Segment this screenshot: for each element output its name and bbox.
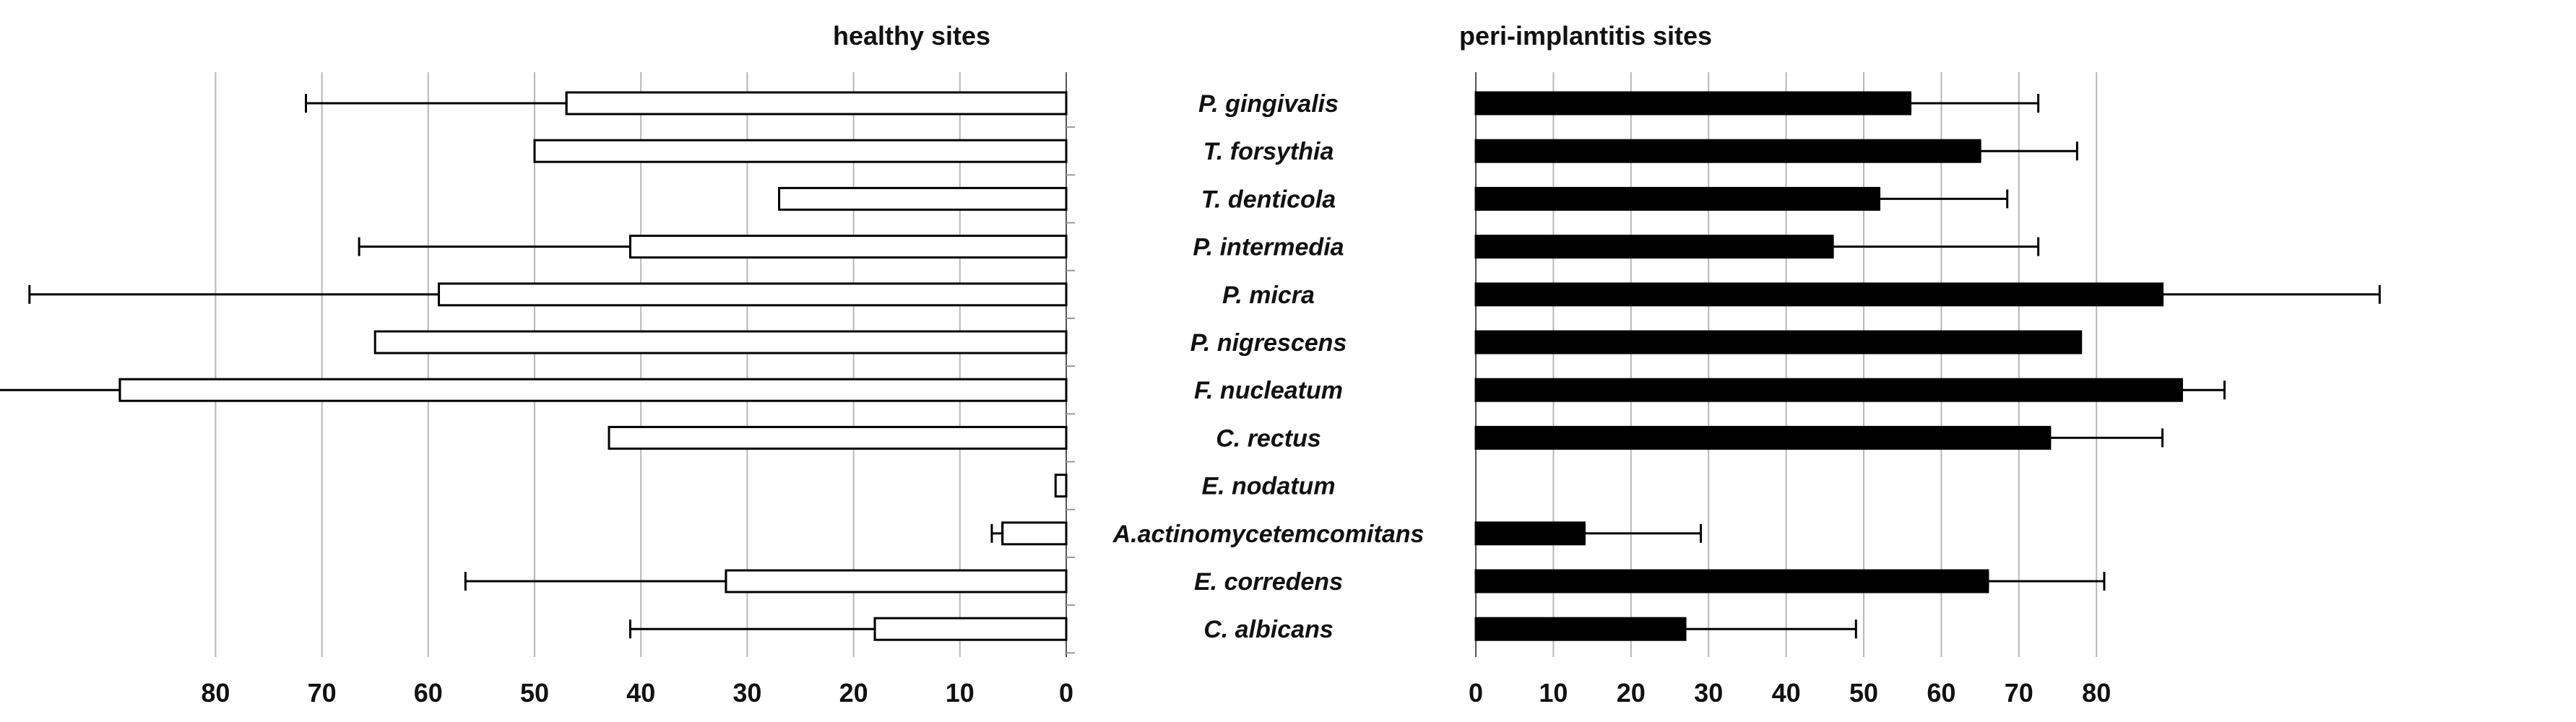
healthy-bar-t-denticola (778, 186, 1068, 211)
peri-bar-t-forsythia (1474, 139, 1981, 163)
healthy-tick-label-10: 10 (946, 678, 974, 708)
peri-implantitis-sites-title: peri-implantitis sites (1459, 21, 1712, 51)
category-label-t-denticola: T. denticola (1201, 186, 1336, 213)
peri-tick-label-50: 50 (1849, 678, 1878, 708)
healthy-bar-f-nucleatum (118, 378, 1068, 402)
peri-tick-label-0: 0 (1469, 678, 1483, 708)
healthy-bar-p-gingivalis (565, 91, 1068, 116)
healthy-tick-label-40: 40 (626, 678, 655, 708)
healthy-tick-label-20: 20 (839, 678, 868, 708)
peri-bar-c-rectus (1474, 425, 2052, 450)
category-label-c-rectus: C. rectus (1216, 425, 1321, 452)
healthy-bar-c-albicans (873, 617, 1068, 641)
category-label-p-gingivalis: P. gingivalis (1198, 90, 1339, 118)
healthy-tick-label-50: 50 (520, 678, 549, 708)
peri-bar-p-micra (1474, 282, 2164, 307)
category-label-c-albicans: C. albicans (1203, 616, 1334, 643)
healthy-tick-label-80: 80 (201, 678, 230, 708)
healthy-bar-e-corredens (725, 569, 1068, 593)
peri-tick-label-70: 70 (2005, 678, 2033, 708)
peri-bar-p-nigrescens (1474, 330, 2083, 355)
healthy-bar-c-rectus (608, 425, 1068, 450)
peri-tick-label-30: 30 (1694, 678, 1723, 708)
healthy-sites-panel: 0 10 20 30 40 50 60 70 80 (0, 72, 1075, 708)
healthy-tick-label-30: 30 (732, 678, 761, 708)
peri-bar-e-corredens (1474, 569, 1989, 593)
healthy-sites-title: healthy sites (833, 21, 990, 51)
healthy-bar-a-actinomycetemcomitans (1001, 521, 1068, 546)
category-label-e-corredens: E. corredens (1194, 568, 1343, 596)
category-label-p-intermedia: P. intermedia (1193, 234, 1344, 261)
peri-bar-a-actinomycetemcomitans (1474, 521, 1586, 546)
category-label-f-nucleatum: F. nucleatum (1194, 377, 1343, 404)
category-label-p-micra: P. micra (1222, 282, 1315, 309)
category-label-e-nodatum: E. nodatum (1201, 473, 1335, 500)
peri-tick-label-60: 60 (1927, 678, 1955, 708)
healthy-tick-label-60: 60 (414, 678, 443, 708)
healthy-tick-label-0: 0 (1059, 678, 1073, 708)
category-label-p-nigrescens: P. nigrescens (1190, 329, 1347, 357)
healthy-tick-label-70: 70 (308, 678, 337, 708)
category-label-a-actinomycetemcomitans: A.actinomycetemcomitans (1112, 521, 1425, 548)
peri-bar-p-gingivalis (1474, 91, 1911, 116)
peri-bar-c-albicans (1474, 617, 1687, 641)
peri-tick-label-80: 80 (2082, 678, 2111, 708)
category-labels: P. gingivalis T. forsythia T. denticola P. … (1112, 90, 1425, 643)
peri-tick-label-40: 40 (1772, 678, 1801, 708)
peri-bar-f-nucleatum (1474, 378, 2183, 402)
peri-bar-p-intermedia (1474, 235, 1834, 259)
healthy-bar-p-nigrescens (373, 330, 1068, 355)
healthy-bar-p-micra (438, 282, 1068, 307)
peri-implantitis-sites-panel: 0 10 20 30 40 50 60 70 80 (1469, 72, 2381, 708)
category-label-t-forsythia: T. forsythia (1203, 138, 1334, 165)
peri-tick-label-20: 20 (1617, 678, 1646, 708)
healthy-bar-t-forsythia (533, 139, 1068, 163)
healthy-bar-e-nodatum (1054, 474, 1068, 498)
healthy-bar-p-intermedia (628, 235, 1068, 259)
peri-bar-t-denticola (1474, 186, 1880, 211)
peri-tick-label-10: 10 (1539, 678, 1568, 708)
